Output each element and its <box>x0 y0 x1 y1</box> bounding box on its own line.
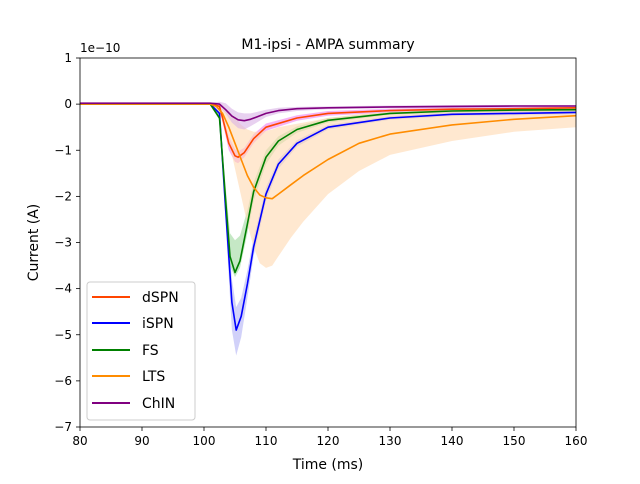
x-tick-label: 90 <box>134 434 149 448</box>
x-tick-label: 130 <box>379 434 402 448</box>
x-tick-label: 160 <box>565 434 588 448</box>
x-tick-label: 150 <box>503 434 526 448</box>
x-axis-label: Time (ms) <box>292 457 364 473</box>
legend-label-dspn: dSPN <box>142 290 179 306</box>
legend-label-fs: FS <box>142 343 159 359</box>
band-lts <box>80 103 576 268</box>
y-tick-label: −4 <box>54 282 72 296</box>
y-tick-label: −1 <box>54 143 72 157</box>
chart-title: M1-ipsi - AMPA summary <box>241 37 414 53</box>
series-lines <box>80 102 577 331</box>
x-tick-label: 100 <box>193 434 216 448</box>
y-tick-label: −5 <box>54 328 72 342</box>
x-tick-label: 120 <box>317 434 340 448</box>
x-axis-ticks: 80 90 100 110 120 130 140 150 160 <box>72 427 587 448</box>
line-lts <box>80 103 577 200</box>
y-axis-ticks: 1 0 −1 −2 −3 −4 −5 −6 −7 <box>54 51 80 434</box>
y-tick-label: −7 <box>54 420 72 434</box>
x-tick-label: 80 <box>72 434 87 448</box>
legend-label-lts: LTS <box>142 369 165 385</box>
line-fs <box>80 103 577 274</box>
y-tick-label: −6 <box>54 374 72 388</box>
line-chin <box>80 102 576 122</box>
x-tick-label: 110 <box>255 434 278 448</box>
x-tick-label: 140 <box>441 434 464 448</box>
legend-label-ispn: iSPN <box>142 316 174 332</box>
y-tick-label: −2 <box>54 189 72 203</box>
y-axis-label: Current (A) <box>26 204 42 282</box>
legend-frame <box>86 281 196 421</box>
legend: dSPN iSPN FS LTS ChIN <box>86 281 196 421</box>
y-tick-label: 0 <box>64 97 72 111</box>
y-offset-text: 1e−10 <box>80 41 120 55</box>
legend-label-chin: ChIN <box>142 396 175 412</box>
y-tick-label: −3 <box>54 236 72 250</box>
y-tick-label: 1 <box>64 51 72 65</box>
